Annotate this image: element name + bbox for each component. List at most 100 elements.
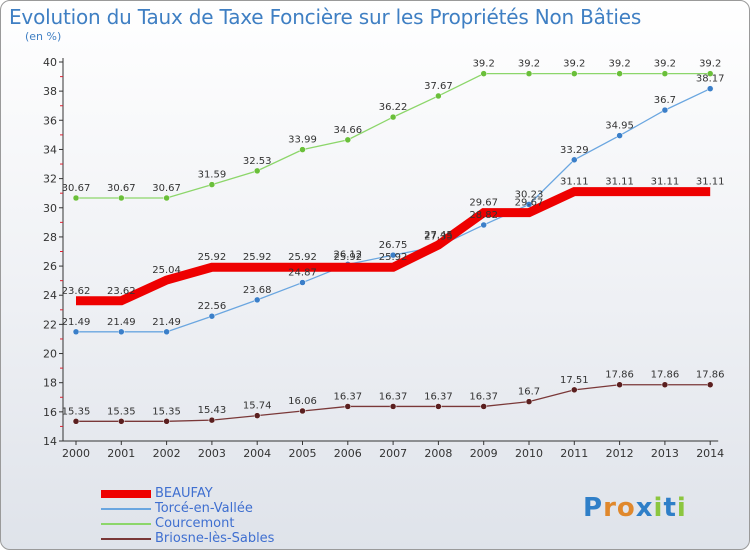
logo-letter: o [616, 493, 636, 523]
y-tick-label: 40 [43, 56, 57, 69]
y-tick-label: 18 [43, 377, 57, 390]
data-label-courcemont: 32.53 [243, 156, 272, 167]
data-point-torce-en-vallee [571, 156, 578, 164]
x-tick-label: 2009 [470, 447, 498, 460]
data-point-courcemont [480, 70, 487, 77]
data-point-torce-en-vallee [706, 85, 714, 92]
data-point-briosne-les-sables [72, 418, 80, 425]
data-label-torce-en-vallee: 23.68 [243, 285, 272, 296]
data-label-beaufay: 23.62 [62, 286, 91, 297]
data-label-courcemont: 30.67 [107, 183, 136, 194]
data-label-beaufay: 31.11 [560, 177, 589, 188]
y-tick-label: 28 [43, 231, 57, 244]
legend-item-beaufay: BEAUFAY [101, 486, 274, 501]
data-label-torce-en-vallee: 33.29 [560, 145, 589, 156]
data-point-torce-en-vallee [480, 221, 487, 229]
data-label-beaufay: 25.92 [379, 252, 408, 263]
data-label-beaufay: 25.04 [152, 265, 181, 276]
y-tick-label: 26 [43, 260, 57, 273]
data-label-courcemont: 37.67 [424, 81, 453, 92]
data-point-courcemont [616, 70, 623, 77]
data-label-courcemont: 39.2 [608, 59, 630, 70]
series-layer [72, 70, 714, 425]
data-label-torce-en-vallee: 28.82 [469, 210, 498, 221]
logo-letter: i [653, 493, 664, 523]
logo-letter: x [635, 493, 654, 523]
data-label-briosne-les-sables: 17.86 [605, 370, 634, 381]
x-tick-label: 2011 [560, 447, 588, 460]
y-tick-label: 30 [43, 202, 57, 215]
data-point-briosne-les-sables [571, 386, 578, 394]
y-tick-label: 16 [43, 406, 57, 419]
data-point-torce-en-vallee [208, 312, 216, 320]
legend-swatch-torce-en-vallee [101, 507, 151, 510]
data-point-briosne-les-sables [480, 403, 487, 410]
data-point-briosne-les-sables [616, 381, 623, 388]
legend-label-beaufay: BEAUFAY [155, 486, 213, 501]
data-point-briosne-les-sables [706, 381, 714, 388]
y-tick-label: 22 [43, 318, 57, 331]
data-label-beaufay: 27.45 [424, 230, 453, 241]
series-line-beaufay [76, 187, 711, 306]
legend-item-courcemont: Courcemont [101, 516, 274, 531]
data-point-courcemont [525, 70, 533, 77]
data-point-courcemont [706, 70, 714, 77]
data-label-torce-en-vallee: 26.12 [333, 249, 362, 260]
y-tick-label: 14 [43, 435, 57, 448]
data-point-torce-en-vallee [389, 251, 397, 259]
x-tick-label: 2010 [515, 447, 543, 460]
data-point-torce-en-vallee [72, 328, 80, 336]
data-label-courcemont: 39.2 [518, 59, 540, 70]
data-label-torce-en-vallee: 38.17 [696, 74, 725, 85]
x-tick-label: 2002 [153, 447, 181, 460]
data-point-briosne-les-sables [661, 381, 669, 388]
data-label-courcemont: 30.67 [152, 183, 181, 194]
x-tick-label: 2014 [696, 447, 724, 460]
legend-label-courcemont: Courcemont [155, 516, 235, 531]
legend-item-torce-en-vallee: Torcé-en-Vallée [101, 501, 274, 516]
data-labels-layer: 30.67 30.67 30.67 31.59 32.53 33.99 34.66 36.22… [62, 59, 725, 418]
data-label-torce-en-vallee: 34.95 [605, 121, 634, 132]
logo-letter: P [583, 493, 604, 523]
y-tick-label: 34 [43, 143, 57, 156]
data-point-briosne-les-sables [253, 412, 261, 419]
data-label-courcemont: 36.22 [379, 102, 408, 113]
data-label-briosne-les-sables: 16.06 [288, 396, 317, 407]
data-label-courcemont: 39.2 [699, 59, 721, 70]
logo-letter: r [603, 493, 617, 523]
data-label-briosne-les-sables: 15.43 [198, 405, 227, 416]
data-point-briosne-les-sables [299, 407, 306, 415]
data-label-courcemont: 39.2 [473, 59, 495, 70]
data-point-courcemont [435, 92, 442, 100]
legend-label-briosne-les-sables: Briosne-lès-Sables [155, 531, 275, 546]
data-point-briosne-les-sables [389, 403, 397, 410]
data-label-beaufay: 25.92 [333, 252, 362, 263]
data-point-torce-en-vallee [616, 132, 623, 139]
data-point-torce-en-vallee [299, 279, 306, 286]
data-point-courcemont [118, 194, 125, 202]
y-tick-label: 36 [43, 114, 57, 127]
x-tick-label: 2012 [606, 447, 634, 460]
data-label-beaufay: 31.11 [605, 177, 634, 188]
data-label-beaufay: 25.92 [288, 252, 317, 263]
data-label-torce-en-vallee: 21.49 [107, 317, 136, 328]
y-tick-label: 24 [43, 289, 57, 302]
data-label-briosne-les-sables: 17.51 [560, 375, 589, 386]
y-tick-label: 32 [43, 173, 57, 186]
data-point-courcemont [163, 194, 170, 202]
legend: BEAUFAY Torcé-en-Vallée Courcemont Brios… [101, 486, 274, 546]
x-tick-label: 2001 [107, 447, 135, 460]
y-tick-label: 20 [43, 348, 57, 361]
data-point-courcemont [299, 146, 306, 153]
data-point-torce-en-vallee [163, 328, 170, 336]
x-tick-label: 2007 [379, 447, 407, 460]
data-label-beaufay: 31.11 [696, 177, 725, 188]
data-label-torce-en-vallee: 30.23 [515, 189, 544, 200]
y-unit-label: (en %) [25, 30, 62, 43]
data-point-briosne-les-sables [344, 403, 352, 410]
data-point-briosne-les-sables [118, 418, 125, 425]
data-label-torce-en-vallee: 24.87 [288, 268, 317, 279]
data-label-courcemont: 34.66 [333, 125, 362, 136]
data-label-beaufay: 25.92 [198, 252, 227, 263]
